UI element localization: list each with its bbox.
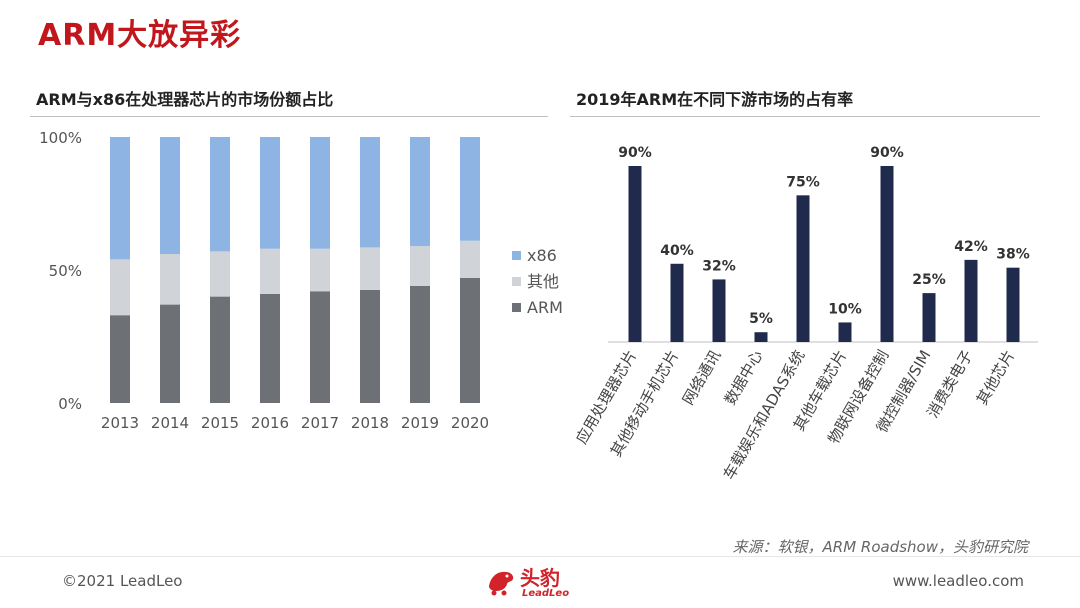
y-tick-label: 100%: [39, 129, 82, 147]
data-label: 5%: [749, 311, 773, 327]
x-tick-label: 2018: [351, 414, 389, 432]
bar-2: [712, 279, 726, 342]
data-label: 10%: [828, 301, 862, 317]
bar-arm-2019: [410, 285, 430, 403]
page-title: ARM大放异彩: [38, 18, 242, 53]
footer-divider: [0, 556, 1080, 557]
x-tick-label: 2019: [401, 414, 439, 432]
title-divider-left: [30, 116, 548, 117]
bar-arm-2016: [260, 293, 280, 403]
source-note: 来源：软银，ARM Roadshow，头豹研究院: [732, 538, 1028, 556]
bar-x86-2015: [210, 137, 230, 252]
bar-5: [838, 322, 852, 342]
x-tick-label: 网络通讯: [679, 347, 725, 408]
logo-subtitle: LeadLeo: [522, 588, 570, 599]
bar-x86-2019: [410, 137, 430, 247]
y-tick-label: 0%: [58, 395, 82, 413]
data-label: 40%: [660, 243, 694, 259]
x-tick-label: 2020: [451, 414, 489, 432]
leopard-icon: [489, 571, 514, 596]
bar--2013: [110, 259, 130, 316]
bar-x86-2020: [460, 137, 480, 241]
bar--2016: [260, 248, 280, 294]
bar-x86-2014: [160, 137, 180, 255]
bar-arm-2017: [310, 291, 330, 403]
bar-arm-2020: [460, 277, 480, 403]
bar-x86-2018: [360, 137, 380, 248]
website-link[interactable]: www.leadleo.com: [892, 572, 1024, 590]
leadleo-logo: 头豹 LeadLeo: [486, 562, 596, 606]
title-divider-right: [570, 116, 1040, 117]
data-label: 38%: [996, 247, 1030, 263]
bar-arm-2013: [110, 315, 130, 403]
x-tick-label: 2016: [251, 414, 289, 432]
bar-x86-2017: [310, 137, 330, 249]
bar--2015: [210, 251, 230, 297]
data-label: 32%: [702, 258, 736, 274]
legend-swatch: [512, 251, 521, 260]
chart-title-market-share: ARM与x86在处理器芯片的市场份额占比: [36, 90, 334, 109]
copyright-text: ©2021 LeadLeo: [62, 572, 183, 590]
x-tick-label: 数据中心: [721, 347, 767, 408]
x-tick-label: 2014: [151, 414, 189, 432]
bar-6: [880, 166, 894, 342]
legend-label: x86: [527, 246, 557, 265]
bar-x86-2016: [260, 137, 280, 249]
data-label: 25%: [912, 272, 946, 288]
bar-9: [1006, 267, 1020, 342]
legend-swatch: [512, 277, 521, 286]
legend-label: ARM: [527, 298, 563, 317]
chart-title-downstream-share: 2019年ARM在不同下游市场的占有率: [576, 90, 854, 109]
legend-label: 其他: [527, 272, 559, 291]
x-tick-label: 2015: [201, 414, 239, 432]
legend-swatch: [512, 303, 521, 312]
bar-4: [796, 195, 810, 342]
bar--2019: [410, 246, 430, 286]
bar--2017: [310, 248, 330, 292]
data-label: 90%: [618, 145, 652, 161]
bar--2020: [460, 240, 480, 278]
bar-arm-2015: [210, 296, 230, 403]
data-label: 75%: [786, 174, 820, 190]
data-label: 90%: [870, 145, 904, 161]
bar-0: [628, 166, 642, 342]
data-label: 42%: [954, 239, 988, 255]
bar-8: [964, 259, 978, 342]
bar-1: [670, 263, 684, 342]
x-tick-label: 其他芯片: [973, 347, 1019, 408]
x-tick-label: 2017: [301, 414, 339, 432]
x-tick-label: 2013: [101, 414, 139, 432]
bar--2014: [160, 254, 180, 305]
bar-7: [922, 293, 936, 342]
bar-3: [754, 332, 768, 342]
bar-arm-2018: [360, 289, 380, 403]
bar-x86-2013: [110, 137, 130, 260]
bar-arm-2014: [160, 304, 180, 403]
logo-name: 头豹: [520, 566, 560, 590]
bar--2018: [360, 247, 380, 290]
y-tick-label: 50%: [49, 262, 82, 280]
